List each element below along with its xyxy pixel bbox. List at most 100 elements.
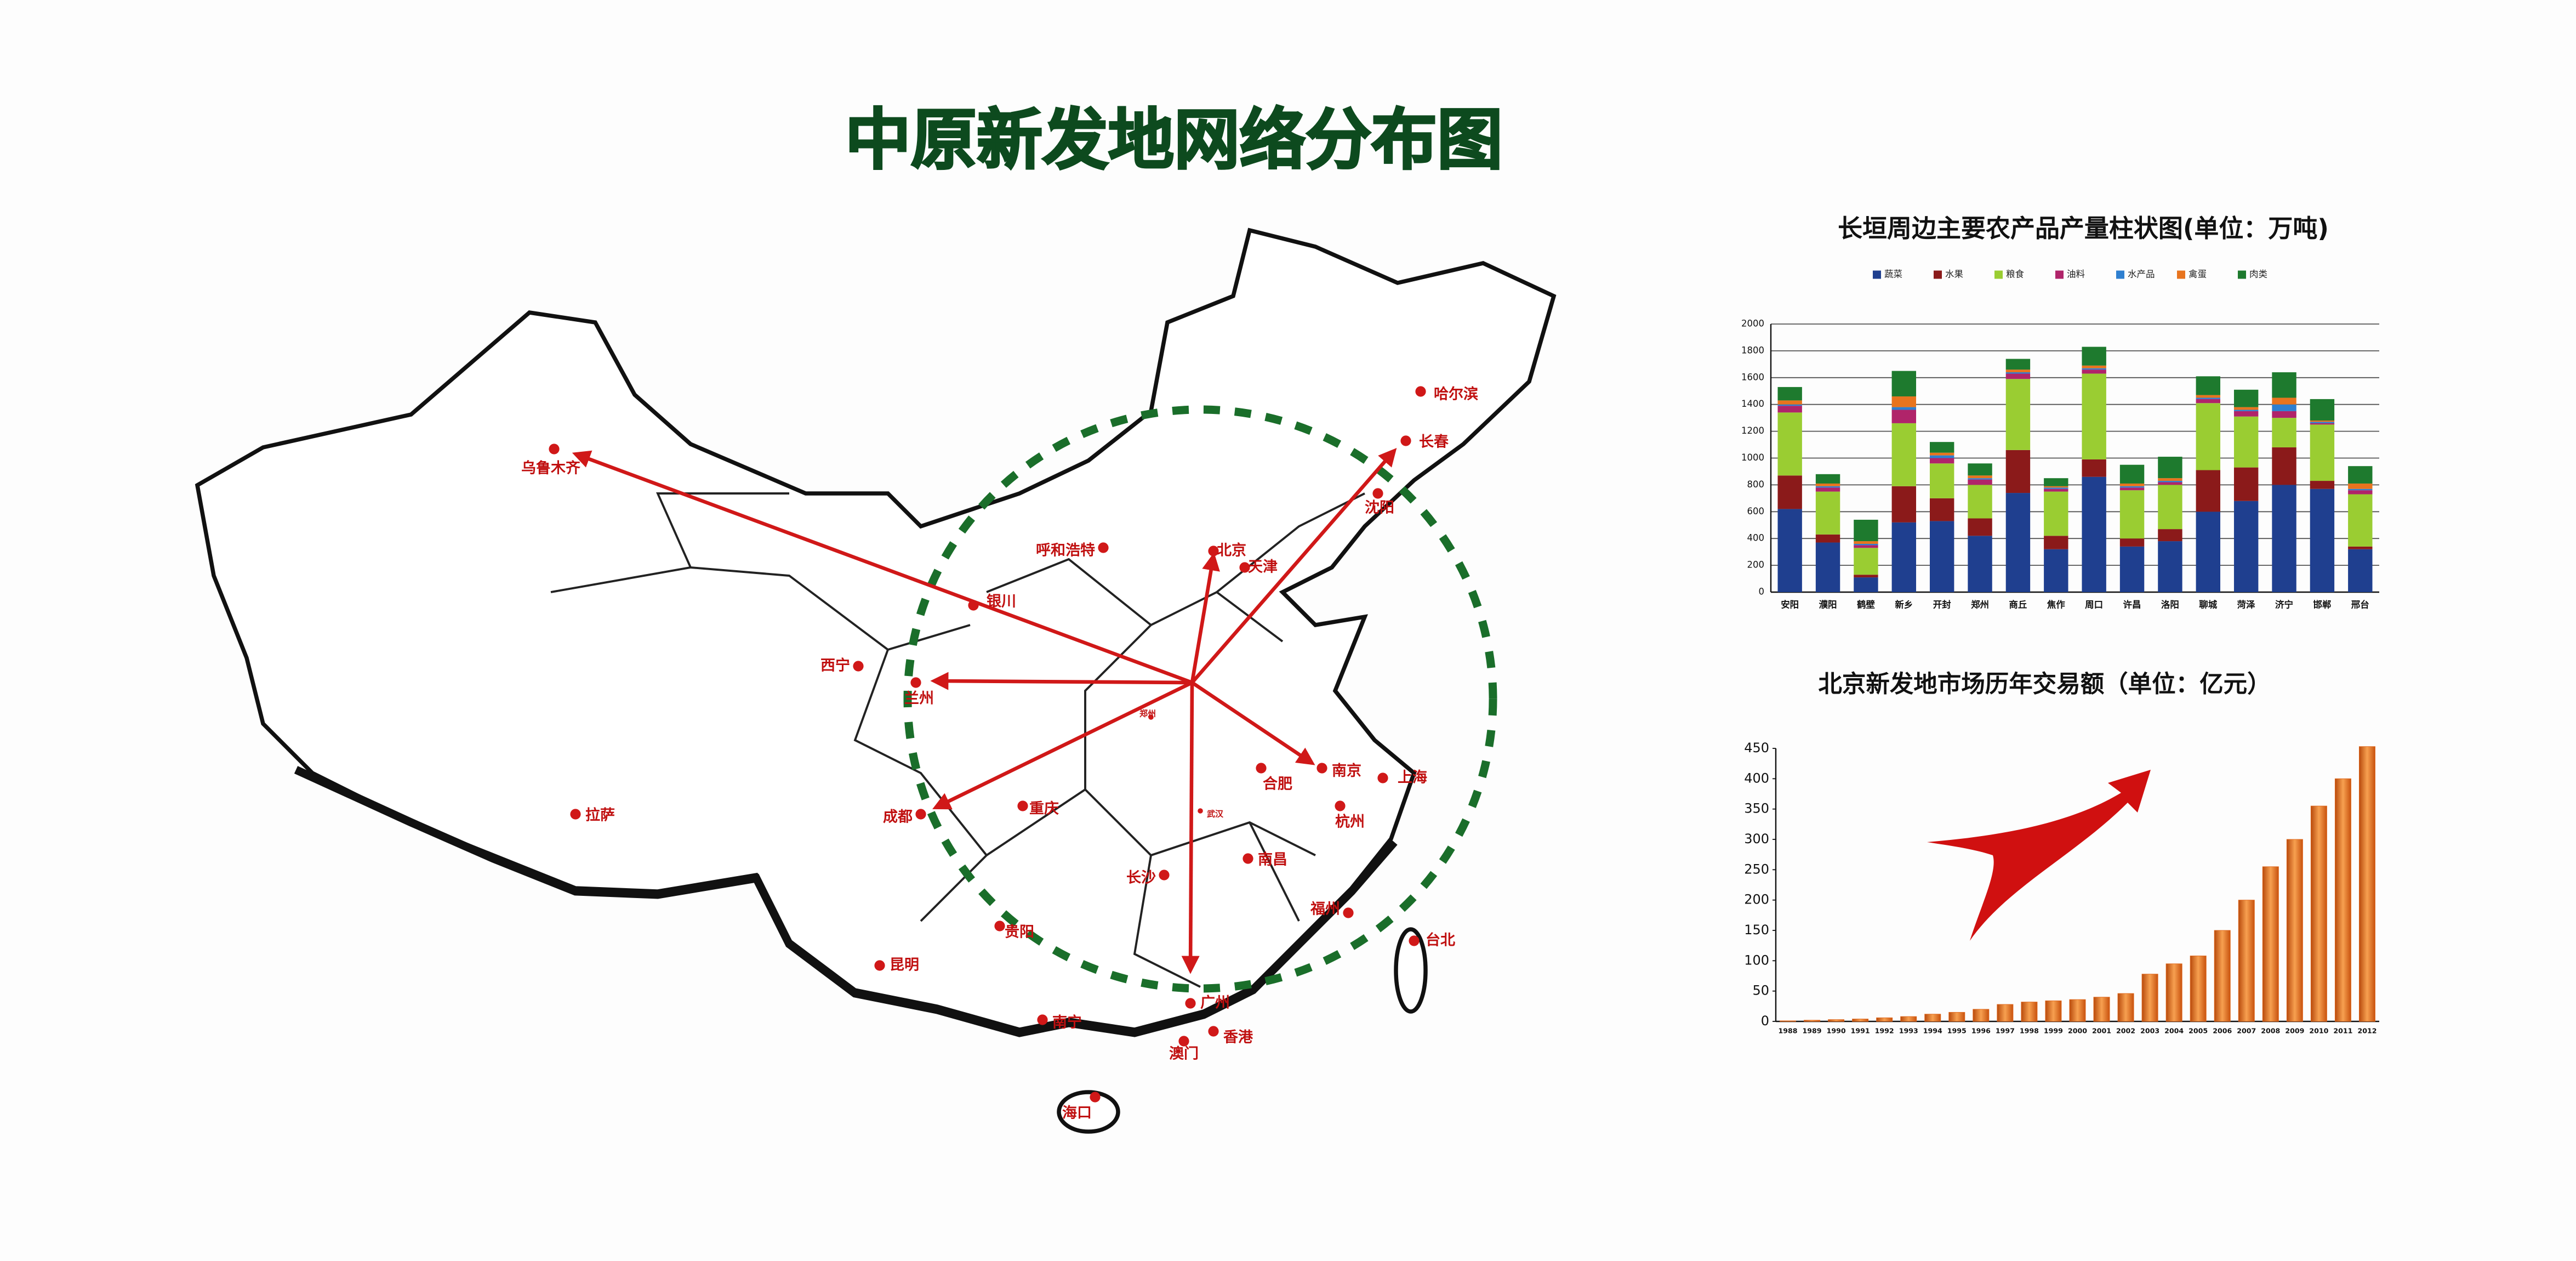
bar-segment [2158,482,2182,485]
y-tick-label: 1600 [1741,372,1764,382]
x-tick-label: 1996 [1971,1026,1991,1035]
y-tick-label: 400 [1744,770,1769,786]
bar-segment [1815,483,1840,486]
bar-segment [2310,423,2335,425]
bar-segment [1891,407,1917,410]
x-tick-label: 2009 [2285,1026,2304,1035]
bar-segment [2044,487,2068,489]
province-borders [550,492,1365,988]
x-tick-label: 2012 [2357,1026,2376,1035]
bar [2334,778,2351,1022]
bar-segment [1891,410,1917,423]
bar-segment [1777,475,1802,509]
bar-segment [2005,373,2031,379]
bar [2190,956,2207,1022]
arrow [1190,448,1397,684]
legend-label: 蔬菜 [1884,269,1902,279]
bar-segment [2233,410,2259,411]
city-dot [1178,1036,1189,1047]
bar-segment [1929,455,1954,458]
city-label: 合肥 [1263,775,1292,792]
bar-segment [2272,411,2296,418]
x-tick-label: 1997 [1996,1026,2015,1035]
bar-segment [2196,397,2221,399]
y-tick-label: 1800 [1741,345,1764,355]
bar [1828,1019,1845,1022]
x-tick-label: 2005 [2189,1026,2208,1035]
bar-segment [1968,479,1992,485]
bar-segment [1854,548,1878,575]
city-dot [994,921,1005,931]
bar-segment [1929,498,1954,521]
city-label: 广州 [1200,994,1230,1011]
bar [1973,1009,1990,1022]
x-tick-label: 2011 [2333,1026,2352,1035]
bar-segment [1815,534,1840,543]
bar-segment [2272,447,2296,485]
bar [1997,1004,2014,1022]
bar-segment [1777,412,1802,476]
y-tick-label: 100 [1744,952,1769,968]
bar-segment [2082,370,2106,374]
city-label: 武汉 [1207,809,1224,819]
bar [2286,839,2303,1022]
arrow [572,450,1193,685]
bar-segment [2005,372,2031,374]
y-tick-label: 350 [1744,801,1769,816]
legend-swatch [1872,270,1881,279]
chart-title: 北京新发地市场历年交易额（单位：亿元） [1818,671,2271,698]
city-dot [1372,488,1383,499]
x-tick-label: 焦作 [2047,599,2065,610]
bar-segment [2044,486,2068,488]
bar-segment [2119,490,2145,539]
x-tick-label: 2002 [2116,1026,2135,1035]
y-tick-label: 400 [1747,533,1764,543]
arrow [930,672,1193,690]
city-label: 南昌 [1258,851,1287,868]
bar-segment [2310,422,2335,423]
x-tick-label: 许昌 [2123,599,2141,610]
city-label: 南宁 [1052,1013,1082,1031]
bar-segment [2233,411,2259,417]
bar-segment [1968,518,1992,536]
bar-segment [1968,475,1992,479]
city-label: 重庆 [1029,799,1059,817]
city-dot [1037,1014,1048,1025]
x-tick-label: 1993 [1899,1026,1918,1035]
city-dot [1208,1026,1219,1037]
bar [2069,999,2086,1022]
bar [2141,974,2158,1022]
bar-segment [2272,372,2296,398]
arrow [1191,681,1315,765]
legend-label: 油料 [2067,269,2085,279]
bar-segment [2082,368,2106,370]
x-tick-label: 2001 [2092,1026,2111,1035]
bar-segment [2196,376,2221,395]
bar-segment [2348,466,2373,484]
city-dot [1243,853,1253,864]
bar-segment [2082,459,2106,477]
x-tick-label: 2007 [2237,1026,2256,1035]
bar-segment [1891,486,1917,522]
bar-segment [1854,575,1878,578]
city-dot [1317,763,1327,774]
bar-segment [2348,483,2373,489]
bar-segment [1777,400,1802,405]
bar-segment [1815,542,1840,592]
arrow [1190,552,1220,683]
city-label: 哈尔滨 [1434,385,1478,402]
bar-segment [2348,489,2373,491]
x-tick-label: 2004 [2164,1026,2184,1035]
bar-segment [1968,536,1992,592]
bar-segment [2196,403,2221,470]
city-label: 长沙 [1126,869,1156,886]
y-tick-label: 2000 [1741,318,1764,328]
x-tick-label: 1988 [1779,1026,1798,1035]
bar-segment [1968,463,1992,476]
city-label: 银川 [987,593,1016,610]
x-tick-label: 菏泽 [2237,599,2255,610]
bar-segment [1854,545,1878,548]
y-tick-label: 800 [1747,479,1764,490]
bar-segment [2158,485,2182,530]
